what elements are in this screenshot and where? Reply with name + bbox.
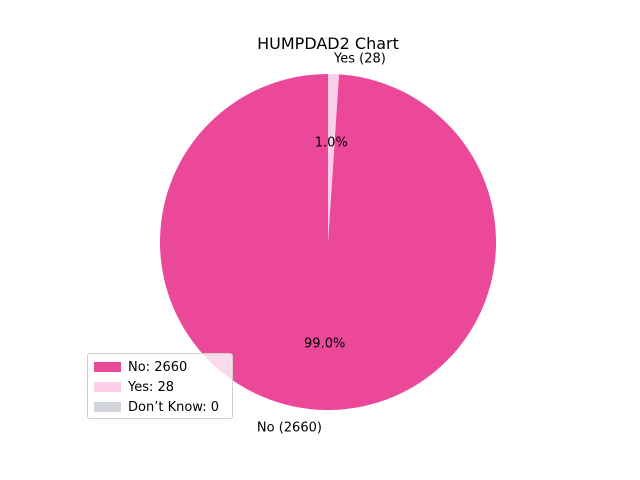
legend-swatch-no: [94, 362, 121, 372]
pct-label-yes: 1.0%: [315, 135, 348, 150]
pie-slice-yes: [328, 74, 339, 242]
legend-label-yes: Yes: 28: [128, 379, 175, 395]
legend-swatch-yes: [94, 382, 121, 392]
pct-label-no: 99.0%: [304, 337, 345, 352]
chart-title: HUMPDAD2 Chart: [257, 34, 399, 53]
legend-item-no: No: 2660: [94, 357, 232, 377]
legend-label-dont-know: Don’t Know: 0: [128, 399, 219, 415]
pie-slices: [159, 74, 496, 410]
legend-item-yes: Yes: 28: [94, 377, 232, 397]
pie-labels: 99.0% No (2660) 1.0% Yes (28): [257, 51, 386, 435]
legend-label-no: No: 2660: [128, 359, 188, 375]
legend-item-dont-know: Don’t Know: 0: [94, 397, 232, 417]
legend-swatch-dont-know: [94, 402, 121, 412]
outer-label-yes: Yes (28): [333, 51, 386, 66]
chart-legend: No: 2660 Yes: 28 Don’t Know: 0: [87, 353, 233, 419]
outer-label-no: No (2660): [257, 421, 322, 436]
